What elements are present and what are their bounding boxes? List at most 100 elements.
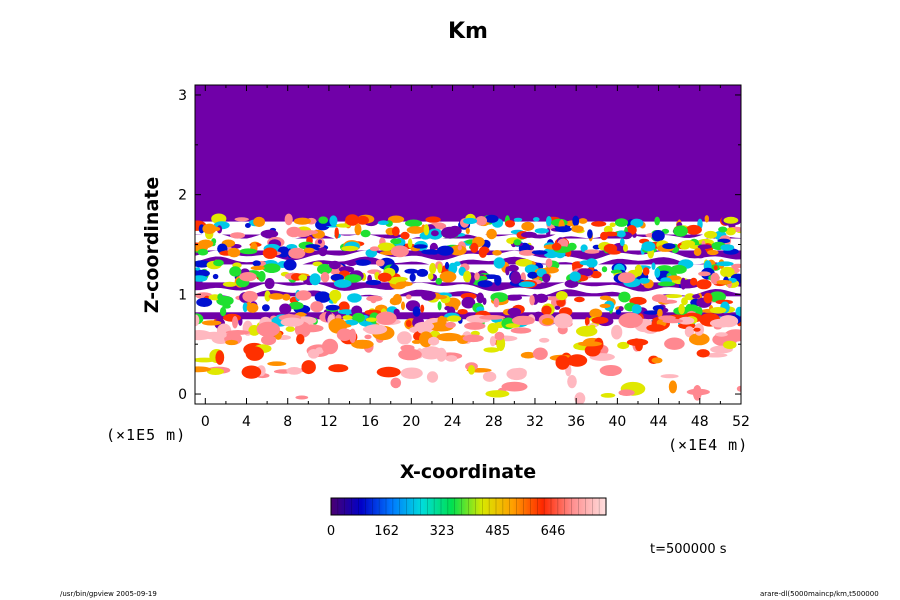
heatmap-cell [692, 385, 702, 401]
heatmap-cell [445, 321, 456, 329]
heatmap-cell [282, 293, 291, 301]
heatmap-cell [716, 261, 734, 267]
heatmap-cell [735, 306, 741, 317]
heatmap-cell [345, 214, 360, 226]
heatmap-cell [393, 308, 400, 316]
heatmap-cell [211, 213, 227, 224]
heatmap-gap [195, 250, 741, 267]
heatmap-cell [521, 221, 535, 231]
heatmap-cell [195, 275, 208, 282]
heatmap-cell [642, 267, 650, 276]
heatmap-cell [584, 317, 590, 326]
heatmap-cell [476, 306, 485, 312]
heatmap-cell [617, 341, 630, 350]
x-tick-label: 28 [485, 414, 503, 430]
heatmap-cell [600, 231, 608, 241]
heatmap-cell [413, 244, 428, 249]
heatmap-cell [364, 324, 388, 335]
heatmap-cell [643, 310, 661, 315]
x-tick-label: 12 [320, 414, 338, 430]
heatmap-cell [484, 214, 499, 223]
heatmap-cell [567, 354, 588, 367]
heatmap-cell [454, 302, 459, 311]
heatmap-cell [539, 337, 550, 343]
heatmap-cell [318, 247, 328, 257]
heatmap-cell [505, 323, 521, 328]
heatmap-cell [293, 217, 311, 225]
heatmap-cell [634, 264, 643, 277]
heatmap-cell [736, 385, 741, 392]
heatmap-cell [364, 334, 372, 340]
heatmap-cell [288, 301, 304, 310]
heatmap-cell [678, 303, 685, 315]
heatmap-cell [390, 377, 402, 389]
chart-title: Km [448, 19, 488, 44]
heatmap-cell [195, 366, 211, 373]
heatmap-cell [512, 367, 527, 378]
heatmap-cell [349, 328, 357, 343]
heatmap-cell [629, 296, 647, 306]
heatmap-cell [436, 245, 454, 256]
y-tick-label: 0 [178, 387, 187, 403]
heatmap-cell [470, 242, 479, 253]
heatmap-cell [411, 339, 422, 344]
heatmap-cell [603, 243, 618, 254]
heatmap-cell [232, 316, 238, 329]
heatmap-cell [518, 281, 536, 288]
heatmap-cell [555, 355, 570, 370]
heatmap-cell [492, 250, 502, 256]
heatmap-cell [366, 295, 383, 302]
heatmap-cell [631, 304, 642, 315]
heatmap-cell [494, 275, 502, 286]
heatmap-cell [574, 296, 585, 303]
heatmap-cell [391, 226, 400, 237]
heatmap-cell [707, 249, 719, 256]
heatmap-cell [396, 281, 413, 287]
heatmap-cell [457, 309, 468, 315]
x-axis-label: X-coordinate [400, 461, 536, 483]
heatmap-cell [619, 238, 625, 247]
heatmap-cell [518, 249, 536, 256]
heatmap-cell [213, 259, 224, 267]
heatmap-cell [329, 260, 341, 270]
heatmap-cell [584, 344, 601, 357]
heatmap-cell [587, 229, 593, 239]
heatmap-cell [377, 220, 389, 225]
footer-left: /usr/bin/gpview 2005-09-19 [60, 590, 157, 598]
heatmap-cell [405, 294, 412, 300]
heatmap-cell [723, 216, 739, 224]
x-tick-label: 36 [567, 414, 585, 430]
heatmap-cell [651, 357, 663, 364]
heatmap-cell [412, 306, 421, 317]
heatmap-cell [222, 304, 231, 309]
heatmap-cell [465, 227, 470, 234]
heatmap-cell [533, 217, 540, 222]
heatmap-cell [493, 257, 505, 269]
heatmap-cell [723, 340, 737, 350]
heatmap-cell [578, 341, 602, 347]
heatmap-cell [479, 315, 506, 320]
heatmap-cell [630, 218, 644, 228]
x-tick-label: 20 [402, 414, 420, 430]
heatmap-cell [713, 265, 718, 271]
heatmap-cell [446, 315, 462, 322]
heatmap-cell [464, 322, 486, 330]
heatmap-cell [318, 216, 329, 224]
heatmap-cell [264, 278, 275, 289]
heatmap-cell [716, 280, 732, 285]
heatmap-cell [584, 249, 600, 254]
heatmap-cell [513, 239, 522, 246]
heatmap-cell [388, 215, 405, 223]
heatmap-cell [223, 313, 241, 322]
heatmap-cell [250, 265, 265, 271]
heatmap-cell [720, 266, 735, 278]
heatmap-cell [704, 230, 718, 239]
footer-right: arare-dl(5000maincp/km,t500000 [760, 590, 879, 598]
x-axis: 0 4 8 12 16 20 24 28 32 36 40 44 48 52 [201, 85, 750, 430]
heatmap-cell [329, 289, 342, 302]
heatmap-cell [654, 216, 660, 226]
x-tick-label: 40 [608, 414, 626, 430]
heatmap-cell [545, 258, 553, 268]
heatmap-cell [457, 245, 462, 251]
heatmap-cell [295, 395, 309, 400]
